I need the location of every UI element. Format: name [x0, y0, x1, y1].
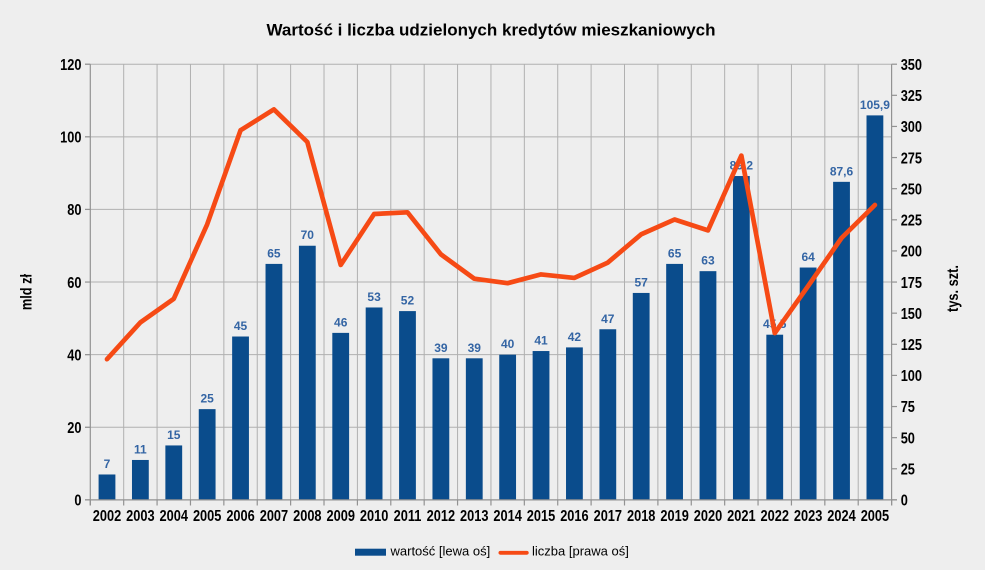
svg-text:2005: 2005: [193, 508, 221, 526]
svg-text:63: 63: [701, 254, 715, 268]
svg-text:2009: 2009: [326, 508, 354, 526]
svg-text:300: 300: [901, 119, 922, 137]
svg-text:41: 41: [534, 334, 548, 348]
svg-text:50: 50: [901, 430, 915, 448]
svg-text:39: 39: [468, 341, 482, 355]
svg-text:70: 70: [301, 228, 315, 242]
svg-text:57: 57: [635, 275, 649, 289]
svg-text:46: 46: [334, 315, 348, 329]
svg-text:2024: 2024: [827, 508, 855, 526]
svg-text:225: 225: [901, 212, 922, 230]
svg-text:2011: 2011: [394, 508, 422, 526]
svg-text:7: 7: [104, 457, 111, 471]
svg-text:105,9: 105,9: [860, 98, 890, 112]
svg-text:2012: 2012: [427, 508, 455, 526]
svg-text:120: 120: [60, 57, 81, 75]
svg-text:39: 39: [434, 341, 448, 355]
svg-text:2013: 2013: [460, 508, 488, 526]
svg-text:2023: 2023: [794, 508, 822, 526]
svg-text:2017: 2017: [594, 508, 622, 526]
svg-text:350: 350: [901, 57, 922, 75]
svg-text:25: 25: [200, 392, 214, 406]
svg-text:25: 25: [901, 461, 915, 479]
svg-text:100: 100: [60, 129, 81, 147]
svg-text:40: 40: [67, 347, 81, 365]
svg-text:2019: 2019: [660, 508, 688, 526]
svg-text:64: 64: [801, 250, 815, 264]
svg-text:65: 65: [668, 246, 682, 260]
svg-text:275: 275: [901, 150, 922, 168]
svg-text:100: 100: [901, 368, 922, 386]
svg-text:2003: 2003: [126, 508, 154, 526]
svg-text:75: 75: [901, 399, 915, 417]
svg-text:200: 200: [901, 243, 922, 261]
svg-text:52: 52: [401, 294, 415, 308]
svg-text:250: 250: [901, 181, 922, 199]
svg-text:80: 80: [67, 202, 81, 220]
svg-text:87,6: 87,6: [830, 164, 854, 178]
svg-text:150: 150: [901, 306, 922, 324]
svg-text:40: 40: [501, 337, 515, 351]
svg-text:60: 60: [67, 274, 81, 292]
svg-text:53: 53: [367, 290, 381, 304]
svg-text:47: 47: [601, 312, 615, 326]
svg-text:325: 325: [901, 88, 922, 106]
svg-text:2006: 2006: [226, 508, 254, 526]
svg-text:175: 175: [901, 274, 922, 292]
svg-text:42: 42: [568, 330, 582, 344]
svg-text:20: 20: [67, 420, 81, 438]
svg-text:0: 0: [901, 492, 908, 510]
svg-text:wartość [lewa oś]: wartość [lewa oś]: [390, 544, 491, 559]
svg-text:2018: 2018: [627, 508, 655, 526]
svg-text:2014: 2014: [493, 508, 521, 526]
svg-text:65: 65: [267, 246, 281, 260]
svg-text:125: 125: [901, 337, 922, 355]
svg-text:2002: 2002: [93, 508, 121, 526]
svg-text:11: 11: [134, 442, 147, 456]
svg-text:2021: 2021: [727, 508, 755, 526]
svg-text:2016: 2016: [560, 508, 588, 526]
svg-text:Wartość i liczba udzielonych k: Wartość i liczba udzielonych kredytów mi…: [266, 21, 715, 40]
svg-text:2015: 2015: [527, 508, 555, 526]
svg-text:2020: 2020: [694, 508, 722, 526]
svg-text:2007: 2007: [260, 508, 288, 526]
svg-text:0: 0: [74, 492, 81, 510]
svg-text:2008: 2008: [293, 508, 321, 526]
svg-text:liczba [prawa oś]: liczba [prawa oś]: [532, 544, 629, 559]
svg-text:2004: 2004: [160, 508, 188, 526]
svg-text:2010: 2010: [360, 508, 388, 526]
svg-text:tys. szt.: tys. szt.: [945, 265, 963, 312]
svg-text:2022: 2022: [761, 508, 789, 526]
svg-text:45: 45: [234, 319, 248, 333]
svg-text:2005: 2005: [861, 508, 889, 526]
svg-text:mld zł: mld zł: [18, 274, 36, 310]
svg-text:15: 15: [167, 428, 181, 442]
